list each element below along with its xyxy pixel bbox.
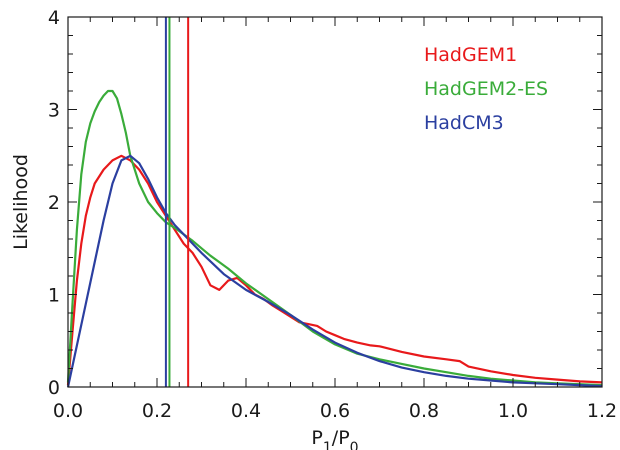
legend-entry-hadgem2-es: HadGEM2-ES [424,78,548,100]
y-tick-label: 4 [48,7,60,29]
legend: HadGEM1 HadGEM2-ES HadCM3 [424,44,548,134]
series-line-hadcm3 [66,154,603,388]
y-tick-label: 3 [48,100,60,122]
y-tick-label: 0 [48,377,60,399]
x-tick-label: 0.0 [53,400,83,422]
plot-area [66,16,603,388]
series-line-hadgem1 [66,154,603,386]
x-tick-label: 1.0 [498,400,528,422]
y-tick-label: 2 [48,192,60,214]
x-tick-label: 0.8 [409,400,439,422]
legend-entry-hadgem1: HadGEM1 [424,44,517,66]
series-line-hadgem2-es [66,89,603,387]
y-axis-ticks: 0 1 2 3 4 [48,7,602,399]
x-tick-label: 0.6 [320,400,350,422]
x-tick-label: 0.4 [231,400,261,422]
x-axis-title: P1/P0 [311,427,358,450]
y-tick-label: 1 [48,285,60,307]
x-tick-label: 1.2 [587,400,617,422]
y-axis-title: Likelihood [10,154,32,250]
x-tick-label: 0.2 [142,400,172,422]
x-axis-ticks: 0.0 0.2 0.4 0.6 0.8 1.0 1.2 [53,17,617,422]
legend-entry-hadcm3: HadCM3 [424,112,504,134]
